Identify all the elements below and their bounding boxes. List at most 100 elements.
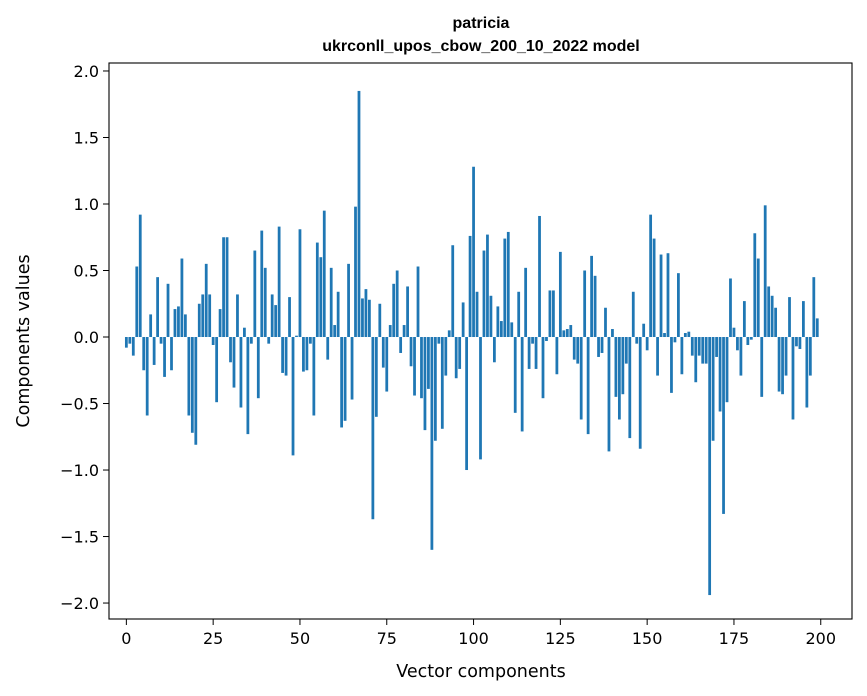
bar-2 [131,337,135,356]
bar-64 [347,263,350,338]
bar-173 [725,337,729,403]
bar-106 [493,337,496,363]
bar-152 [652,238,656,338]
bar-83 [413,337,416,396]
bar-43 [274,305,278,338]
bar-164 [694,337,698,383]
bar-159 [677,273,680,338]
bar-39 [260,230,264,338]
y-axis-label: Components values [14,254,34,427]
bar-117 [531,337,534,344]
bar-97 [461,302,465,338]
bar-122 [548,290,552,338]
bar-168 [708,337,712,596]
bar-74 [381,337,385,368]
chart-subtitle: ukrconll_upos_cbow_200_10_2022 model [322,38,639,55]
bar-178 [742,301,746,338]
bar-145 [628,337,632,439]
bar-127 [565,329,569,338]
bar-1 [128,337,132,344]
bar-59 [329,267,333,338]
bar-199 [815,318,819,338]
bar-98 [465,337,468,471]
bar-5 [142,337,146,371]
bar-126 [562,330,566,338]
bar-93 [447,330,451,338]
bar-141 [614,337,618,397]
x-tick-label: 100 [458,629,489,648]
bar-96 [458,337,462,369]
bar-33 [239,337,243,408]
bar-162 [687,331,691,338]
bar-11 [163,337,166,377]
x-tick-label: 0 [121,629,131,648]
bar-181 [753,233,757,338]
bar-50 [298,229,302,338]
bar-184 [763,205,767,338]
bar-65 [350,337,354,400]
y-axis: 2.0 1.5 1.0 0.5 0.0 −0.5 −1.0 −1.5 −2.0 [60,62,109,613]
bar-8 [152,337,156,365]
bar-123 [552,290,555,338]
bar-44 [277,226,281,338]
bar-47 [288,297,291,338]
bar-36 [249,337,253,344]
bar-14 [173,309,177,338]
bar-41 [267,337,271,344]
bar-0 [124,337,128,348]
x-tick-label: 25 [203,629,223,648]
bar-38 [256,337,260,399]
bar-179 [746,337,750,345]
bar-37 [253,250,257,338]
bar-63 [343,337,347,421]
bar-102 [479,337,482,460]
bar-118 [534,337,538,369]
bar-143 [621,337,625,395]
bar-142 [617,337,621,420]
bar-157 [670,337,673,393]
bar-111 [510,322,514,338]
bar-75 [385,337,389,392]
bar-76 [388,325,392,338]
bar-155 [663,333,666,338]
bar-183 [760,337,764,397]
bar-100 [472,166,475,338]
bar-45 [281,337,284,373]
bar-70 [368,299,371,338]
bar-188 [777,337,781,392]
bar-84 [416,266,420,338]
bar-91 [440,337,444,429]
y-tick-label: 0.5 [74,262,99,281]
bar-17 [183,314,187,338]
bar-22 [201,294,205,337]
bar-133 [586,337,590,435]
bar-12 [166,283,170,338]
bar-160 [680,337,684,375]
bar-40 [263,267,267,338]
bar-42 [270,294,274,337]
bar-24 [208,294,212,337]
bar-71 [371,337,375,520]
bar-149 [642,323,646,338]
bar-28 [222,237,225,338]
bar-56 [319,257,323,338]
bar-68 [361,298,364,338]
bar-107 [496,306,500,338]
y-tick-label: 1.5 [74,128,99,147]
bar-125 [558,251,562,338]
bar-170 [715,337,718,357]
bar-55 [315,242,319,338]
bar-163 [690,337,694,356]
bar-137 [600,337,604,353]
bar-112 [513,337,517,413]
bar-51 [302,337,305,372]
bar-31 [232,337,236,388]
bar-166 [701,337,705,364]
bar-154 [659,254,663,338]
bar-66 [354,206,357,338]
bar-10 [159,337,163,344]
bar-16 [180,258,184,338]
bar-30 [229,337,232,363]
bar-73 [378,303,382,338]
